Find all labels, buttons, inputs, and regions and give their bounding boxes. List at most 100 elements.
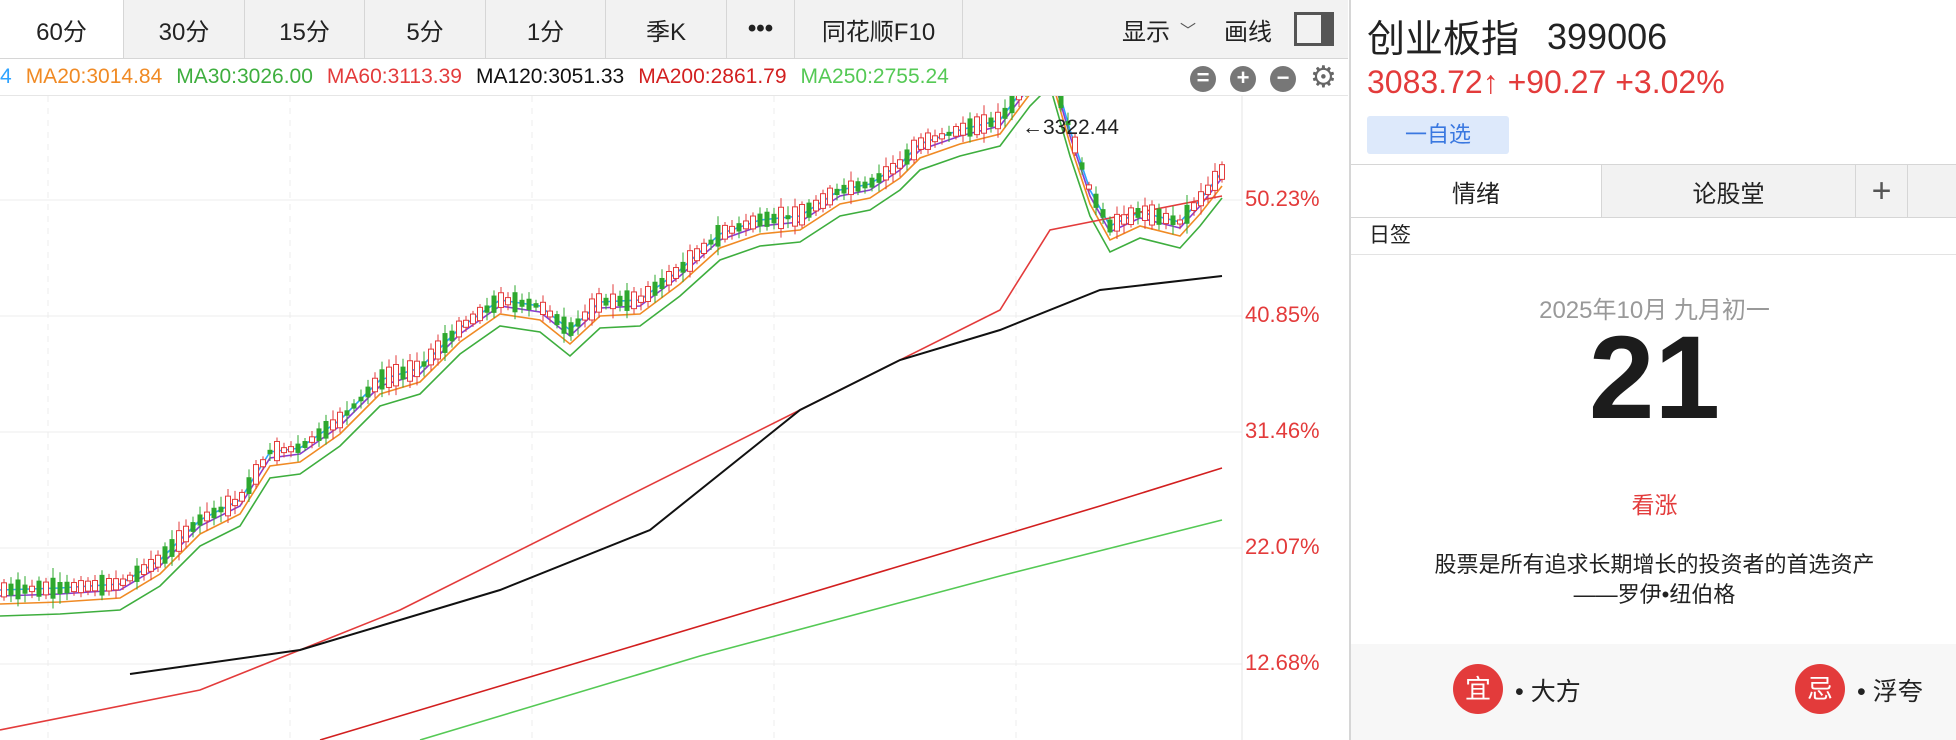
zoom-out-icon[interactable]: − bbox=[1270, 66, 1296, 92]
candle-body bbox=[547, 310, 553, 318]
candle-body bbox=[939, 133, 945, 140]
add-tab-button[interactable]: + bbox=[1856, 165, 1908, 217]
candle-body bbox=[372, 377, 378, 393]
market-mood: 看涨 bbox=[1631, 492, 1678, 518]
candle-body bbox=[995, 111, 1001, 130]
tab-quarter-k[interactable]: 季K bbox=[606, 0, 727, 58]
calendar-date: 2025年10月 九月初一 bbox=[1539, 297, 1770, 324]
y-axis-label: 40.85% bbox=[1245, 302, 1320, 327]
candle-body bbox=[1219, 164, 1225, 180]
candle-body bbox=[1191, 202, 1197, 211]
candle-body bbox=[127, 574, 133, 582]
tab-5min[interactable]: 5分 bbox=[365, 0, 486, 58]
candle-body bbox=[71, 582, 77, 593]
candle-body bbox=[274, 440, 280, 462]
candle-body bbox=[533, 303, 539, 308]
candle-body bbox=[519, 299, 525, 307]
candle-body bbox=[498, 292, 504, 309]
ma-line bbox=[319, 467, 1223, 740]
kline-chart[interactable] bbox=[0, 96, 1348, 740]
ma-legend-item: MA200:2861.79 bbox=[638, 65, 787, 88]
candle-body bbox=[435, 340, 441, 360]
candle-body bbox=[29, 585, 35, 593]
candle-body bbox=[428, 348, 434, 366]
ji-badge: 忌 bbox=[1795, 664, 1845, 714]
remove-favorite-button[interactable]: 一自选 bbox=[1367, 116, 1509, 154]
candle-body bbox=[848, 180, 854, 196]
candle-body bbox=[463, 319, 469, 328]
y-axis-label: 31.46% bbox=[1245, 418, 1320, 443]
right-tab-bar: 情绪 论股堂 + bbox=[1351, 164, 1956, 218]
candle-body bbox=[253, 464, 259, 485]
candle-body bbox=[1, 582, 7, 598]
candle-body bbox=[652, 281, 658, 296]
candle-body bbox=[701, 242, 707, 255]
display-dropdown[interactable]: 显示 ﹀ bbox=[1108, 0, 1210, 58]
candle-body bbox=[365, 386, 371, 398]
candle-body bbox=[680, 261, 686, 273]
candle-body bbox=[960, 122, 966, 136]
more-tabs-button[interactable]: ••• bbox=[727, 0, 795, 58]
candle-body bbox=[1100, 209, 1106, 218]
candle-body bbox=[337, 411, 343, 429]
candle-body bbox=[561, 316, 567, 334]
candle-body bbox=[484, 305, 490, 313]
ma-line bbox=[419, 519, 1223, 740]
tab-30min[interactable]: 30分 bbox=[124, 0, 245, 58]
candle-body bbox=[43, 581, 49, 596]
stock-name: 创业板指 bbox=[1367, 19, 1520, 61]
candle-body bbox=[743, 220, 749, 230]
candle-body bbox=[659, 277, 665, 290]
stock-code: 399006 bbox=[1547, 16, 1668, 57]
tab-sentiment[interactable]: 情绪 bbox=[1351, 165, 1602, 217]
candle-body bbox=[358, 396, 364, 402]
candle-body bbox=[967, 118, 973, 137]
candle-body bbox=[1170, 215, 1176, 226]
candle-body bbox=[1135, 208, 1141, 218]
candle-body bbox=[1072, 136, 1078, 154]
ma-legend-item: MA60:3113.39 bbox=[326, 65, 462, 88]
candle-body bbox=[8, 583, 14, 596]
candle-body bbox=[316, 428, 322, 442]
candle-body bbox=[218, 506, 224, 513]
candle-body bbox=[834, 188, 840, 196]
candle-body bbox=[323, 420, 329, 439]
candle-body bbox=[120, 578, 126, 586]
zoom-in-icon[interactable]: + bbox=[1230, 66, 1256, 92]
candle-body bbox=[288, 446, 294, 453]
candle-body bbox=[351, 403, 357, 409]
candle-body bbox=[757, 213, 763, 227]
tab-1min[interactable]: 1分 bbox=[486, 0, 606, 58]
gear-icon[interactable]: ⚙ bbox=[1310, 61, 1337, 94]
candle-body bbox=[148, 558, 154, 572]
candle-body bbox=[309, 436, 315, 443]
candle-body bbox=[1128, 207, 1134, 226]
candle-body bbox=[470, 313, 476, 325]
candle-body bbox=[330, 419, 336, 431]
candle-body bbox=[876, 173, 882, 183]
candle-body bbox=[302, 441, 308, 448]
draw-line-button[interactable]: 画线 bbox=[1224, 18, 1272, 46]
candle-body bbox=[666, 271, 672, 286]
candle-body bbox=[596, 293, 602, 313]
tab-60min[interactable]: 60分 bbox=[0, 0, 124, 58]
candle-body bbox=[281, 447, 287, 454]
candle-body bbox=[974, 116, 980, 136]
tab-15min[interactable]: 15分 bbox=[245, 0, 365, 58]
candle-body bbox=[645, 286, 651, 302]
tab-f10[interactable]: 同花顺F10 bbox=[795, 0, 963, 58]
candle-body bbox=[932, 135, 938, 143]
quote-author: ——罗伊•纽伯格 bbox=[1573, 582, 1736, 607]
candle-body bbox=[981, 114, 987, 134]
candle-body bbox=[477, 306, 483, 322]
zoom-reset-icon[interactable]: = bbox=[1190, 66, 1216, 92]
candle-body bbox=[799, 203, 805, 226]
panel-toggle-icon[interactable] bbox=[1294, 12, 1334, 46]
tab-forum[interactable]: 论股堂 bbox=[1602, 165, 1856, 217]
candle-body bbox=[792, 206, 798, 227]
candle-body bbox=[708, 239, 714, 245]
candle-body bbox=[778, 206, 784, 230]
candle-body bbox=[267, 449, 273, 455]
candle-body bbox=[764, 211, 770, 227]
candle-body bbox=[1163, 212, 1169, 225]
